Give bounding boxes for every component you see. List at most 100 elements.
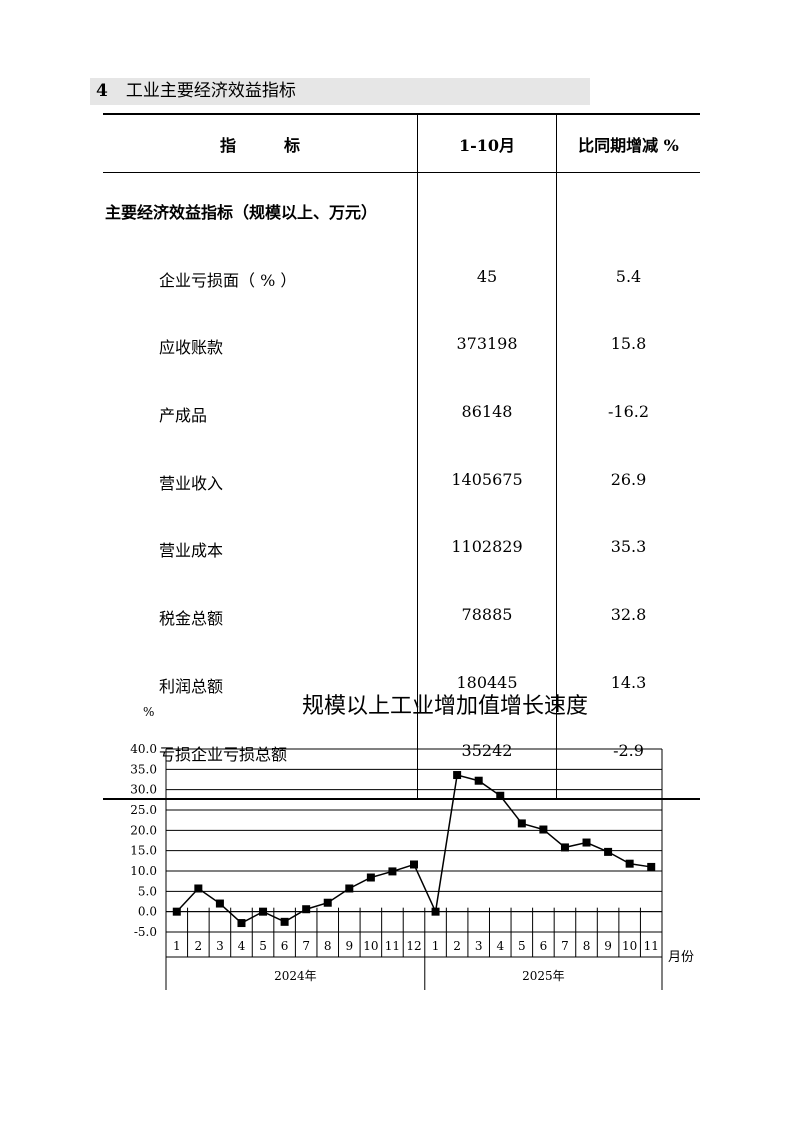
series-line [176,774,652,924]
x-tick-label: 11 [644,939,659,953]
data-point [323,898,332,907]
y-tick-label: 10.0 [130,864,157,878]
row-name: 利润总额 [103,662,418,731]
data-point [410,860,418,869]
x-tick-label: 6 [281,939,289,953]
y-tick-label: 0.0 [138,905,157,919]
data-point [345,884,354,893]
chart-title: 规模以上工业增加值增长速度 [302,694,588,719]
row-value: 1405675 [417,459,557,528]
data-point [604,847,613,856]
row-name: 应收账款 [103,324,418,393]
year-label: 2024年 [274,969,317,983]
row-change: 5.4 [615,266,642,286]
data-point [237,919,246,928]
table-row: 亏损企业亏损总额 35242 -2.9 [103,730,700,801]
row-value: 180445 [417,662,557,731]
table-row: 税金总额 78885 32.8 [103,595,700,663]
data-point [496,791,505,800]
data-point [388,867,397,876]
x-tick-label: 2 [195,939,203,953]
y-unit: % [143,705,154,719]
x-tick-label: 10 [363,939,378,953]
row-value: 86148 [417,392,557,460]
y-tick-label: -5.0 [134,925,157,939]
row-name: 产成品 [103,392,418,460]
table-row: 企业亏损面（ % ） 45 5.4 [103,256,700,325]
x-tick-label: 4 [496,939,504,953]
data-point [366,873,375,882]
x-tick-label: 1 [173,939,181,953]
y-tick-label: 20.0 [130,823,157,837]
row-value: 45 [417,256,557,325]
row-change: -2.9 [556,730,700,801]
x-tick-label: 7 [302,939,310,953]
section-title: 工业主要经济效益指标 [125,81,296,101]
x-tick-label: 3 [475,939,483,953]
data-point [560,843,569,852]
table-row: 应收账款 373198 15.8 [103,324,700,393]
data-point [582,838,591,847]
table-row: 营业收入 1405675 26.9 [103,459,700,528]
x-tick-label: 11 [385,939,400,953]
row-change: 15.8 [610,334,647,354]
y-tick-label: 40.0 [130,742,157,756]
row-name: 营业收入 [103,459,418,528]
row-change: 14.3 [610,672,647,692]
header-indicator: 指 标 [103,113,418,173]
x-tick-label: 8 [583,939,591,953]
section-number: 4 [96,81,108,101]
data-point [453,771,462,780]
data-point [431,907,440,916]
row-change: 35.3 [610,537,647,557]
table-row: 利润总额 180445 14.3 [103,662,700,731]
data-point [259,907,268,916]
data-point [625,859,634,868]
x-tick-label: 9 [604,939,612,953]
table-row: 产成品 86148 -16.2 [103,392,700,460]
data-point [215,899,224,908]
x-unit: 月份 [668,950,694,965]
row-change: 32.8 [610,605,647,625]
indicator-table: 指 标 1-10月 比同期增减 % 主要经济效益指标（规模以上、万元） 企业亏损… [103,113,700,801]
x-tick-label: 5 [518,939,526,953]
y-tick-label: 30.0 [130,783,157,797]
x-tick-label: 5 [259,939,267,953]
row-name: 营业成本 [103,527,418,596]
y-tick-label: 15.0 [130,844,157,858]
x-tick-label: 1 [432,939,440,953]
table-row: 营业成本 1102829 35.3 [103,527,700,596]
row-value: 373198 [417,324,557,393]
x-tick-label: 9 [345,939,353,953]
x-tick-label: 2 [453,939,461,953]
header-value: 1-10月 [417,113,557,173]
data-point [647,862,656,871]
data-point [172,907,181,916]
data-point [474,776,483,785]
data-point [280,917,289,926]
x-tick-label: 6 [540,939,548,953]
row-value: 1102829 [417,527,557,596]
section-header: 4 工业主要经济效益指标 [90,78,590,105]
x-tick-label: 8 [324,939,332,953]
y-tick-label: 5.0 [138,884,157,898]
row-value: 35242 [417,730,557,801]
x-tick-label: 3 [216,939,224,953]
row-change: 26.9 [610,469,647,489]
header-change: 比同期增减 % [556,113,700,173]
year-label: 2025年 [522,969,565,983]
row-name: 企业亏损面（ % ） [103,256,418,325]
x-tick-label: 12 [406,939,421,953]
data-point [302,905,311,914]
row-change: -16.2 [607,402,650,422]
x-tick-label: 10 [622,939,637,953]
row-name: 税金总额 [103,595,418,663]
y-tick-label: 35.0 [130,762,157,776]
x-tick-label: 4 [238,939,246,953]
growth-chart: 规模以上工业增加值增长速度% -5.0 0.0 5.0 10.0 15.0 20.0 25.0… [130,694,694,990]
data-point [517,819,526,828]
group-label: 主要经济效益指标（规模以上、万元） [103,172,418,257]
y-tick-label: 25.0 [130,803,157,817]
x-tick-label: 7 [561,939,569,953]
